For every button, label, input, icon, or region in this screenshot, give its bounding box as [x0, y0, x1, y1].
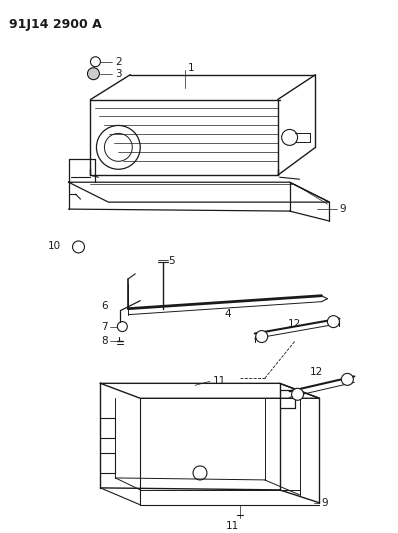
- Text: 6: 6: [101, 301, 107, 311]
- Text: 12: 12: [288, 319, 301, 329]
- Text: 9: 9: [322, 498, 328, 508]
- Circle shape: [88, 68, 100, 79]
- Text: 11: 11: [226, 521, 240, 531]
- Text: 1: 1: [188, 63, 195, 72]
- Circle shape: [292, 389, 304, 400]
- Text: 7: 7: [101, 321, 107, 332]
- Circle shape: [328, 316, 339, 328]
- Text: 91J14 2900 A: 91J14 2900 A: [9, 18, 101, 31]
- Text: 10: 10: [47, 241, 60, 251]
- Text: 9: 9: [339, 204, 346, 214]
- Text: 8: 8: [101, 336, 107, 345]
- Circle shape: [90, 56, 100, 67]
- Text: 12: 12: [310, 367, 323, 377]
- Text: 3: 3: [115, 69, 122, 79]
- Text: 5: 5: [168, 256, 175, 266]
- Circle shape: [256, 330, 268, 343]
- Text: 11: 11: [213, 376, 226, 386]
- Circle shape: [341, 374, 353, 385]
- Text: 2: 2: [115, 56, 122, 67]
- Text: 4: 4: [225, 309, 232, 319]
